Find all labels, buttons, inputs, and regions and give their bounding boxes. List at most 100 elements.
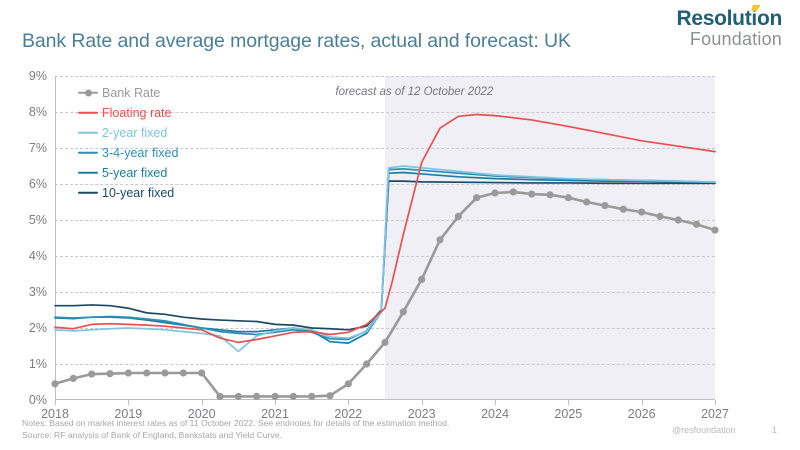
series-marker — [198, 369, 206, 377]
x-axis-tick-mark — [715, 400, 716, 405]
legend-item[interactable]: 3-4-year fixed — [78, 144, 178, 161]
logo-text-resolution: Resolution — [676, 7, 783, 30]
gridline — [55, 184, 715, 185]
y-axis-tick-label: 9% — [28, 69, 47, 83]
legend-swatch-icon — [78, 107, 98, 119]
y-axis-tick-label: 7% — [28, 141, 47, 155]
resolution-foundation-logo: Resolution Foundation — [676, 5, 783, 48]
logo-wordmark-primary: Resolution — [676, 5, 783, 30]
x-axis-line — [55, 399, 715, 400]
y-axis-tick-label: 4% — [28, 249, 47, 263]
series-marker — [473, 194, 481, 202]
gridline — [55, 112, 715, 113]
series-marker — [289, 392, 297, 400]
series-marker — [234, 392, 242, 400]
series-marker — [253, 392, 261, 400]
y-axis-tick-label: 3% — [28, 285, 47, 299]
y-axis-tick-label: 0% — [28, 393, 47, 407]
chart-series-group — [51, 113, 719, 400]
x-axis-tick-mark — [348, 400, 350, 405]
series-marker — [161, 369, 169, 377]
series-marker — [216, 392, 224, 400]
x-axis-tick-label: 2024 — [481, 407, 509, 421]
legend-item[interactable]: 10-year fixed — [78, 184, 178, 201]
series-line — [54, 180, 716, 331]
x-axis-tick-label: 2025 — [554, 407, 583, 421]
series-marker — [344, 380, 352, 388]
legend-item-label: Floating rate — [102, 105, 172, 120]
series-marker — [143, 369, 151, 377]
series-marker — [491, 189, 499, 197]
series-marker — [693, 220, 701, 228]
legend-item-label: Bank Rate — [102, 85, 161, 100]
series-marker — [308, 392, 316, 400]
x-axis-tick-label: 2020 — [187, 407, 216, 421]
legend-swatch-icon — [78, 87, 98, 99]
gridline — [55, 328, 715, 329]
legend-swatch-icon — [78, 187, 98, 199]
footer-notes: Notes: Based on market interest rates as… — [22, 418, 449, 441]
legend-swatch-icon — [78, 167, 98, 179]
legend-item[interactable]: 5-year fixed — [78, 164, 178, 181]
series-marker — [179, 369, 187, 377]
series-marker — [69, 374, 77, 382]
x-axis-tick-label: 2018 — [41, 407, 69, 421]
legend-item-label: 10-year fixed — [102, 185, 175, 200]
series-marker — [546, 191, 554, 199]
series-marker — [381, 338, 389, 346]
forecast-annotation-label: forecast as of 12 October 2022 — [335, 86, 494, 99]
series-marker — [88, 370, 96, 378]
series-marker — [509, 188, 517, 196]
legend-item[interactable]: 2-year fixed — [78, 124, 178, 141]
series-marker — [271, 392, 279, 400]
series-marker — [51, 380, 59, 388]
y-axis-line — [55, 76, 56, 400]
y-axis-tick-label: 8% — [28, 105, 47, 119]
x-axis-tick-label: 2026 — [627, 407, 656, 421]
chart-plot-area: forecast as of 12 October 2022 0% 1% 2% 3% 4… — [29, 69, 729, 421]
x-axis-tick-label: 2019 — [114, 407, 143, 421]
gridline — [55, 292, 715, 293]
x-axis-tick-mark — [421, 400, 423, 405]
x-axis-tick-mark — [568, 400, 570, 405]
series-marker — [528, 190, 536, 198]
y-axis-tick-label: 1% — [28, 357, 47, 371]
legend-item-label: 3-4-year fixed — [102, 145, 179, 160]
series-marker — [656, 212, 664, 220]
legend-item-label: 5-year fixed — [102, 165, 168, 180]
legend-item-label: 2-year fixed — [102, 125, 168, 140]
chart-legend: Bank Rate Floating rate 2-year fixed 3-4-ye… — [78, 84, 178, 201]
x-axis-tick-label: 2021 — [261, 407, 289, 421]
social-handle: @resfoundation — [672, 425, 736, 435]
legend-swatch-icon — [78, 127, 98, 139]
x-axis-tick-mark — [641, 400, 643, 405]
series-marker — [326, 392, 334, 400]
page-number: 1 — [772, 425, 778, 435]
gridline — [55, 220, 715, 221]
series-marker — [454, 212, 462, 220]
footer-notes-line: Notes: Based on market interest rates as… — [22, 418, 450, 428]
series-line — [53, 190, 717, 398]
footer-source-line: Source: RF analysis of Bank of England, … — [22, 429, 282, 440]
x-axis-tick-mark — [495, 400, 496, 405]
chart-title: Bank Rate and average mortgage rates, ac… — [22, 30, 571, 52]
series-marker — [363, 360, 371, 368]
legend-item[interactable]: Floating rate — [78, 104, 178, 121]
series-marker — [674, 216, 682, 224]
legend-item[interactable]: Bank Rate — [78, 84, 178, 101]
series-line — [54, 113, 716, 344]
x-axis-tick-mark — [55, 400, 56, 405]
gridline — [55, 148, 715, 149]
series-marker — [638, 208, 646, 216]
logo-accent-mark — [751, 5, 765, 11]
series-marker — [619, 205, 627, 213]
legend-swatch-icon — [78, 147, 98, 159]
x-axis-tick-mark — [128, 400, 130, 405]
x-axis-tick-mark — [201, 400, 203, 405]
x-axis-tick-label: 2022 — [334, 407, 363, 421]
series-marker — [418, 275, 426, 283]
series-marker — [564, 194, 572, 202]
y-axis-tick-label: 6% — [28, 177, 47, 191]
x-axis-tick-label: 2027 — [701, 407, 729, 421]
